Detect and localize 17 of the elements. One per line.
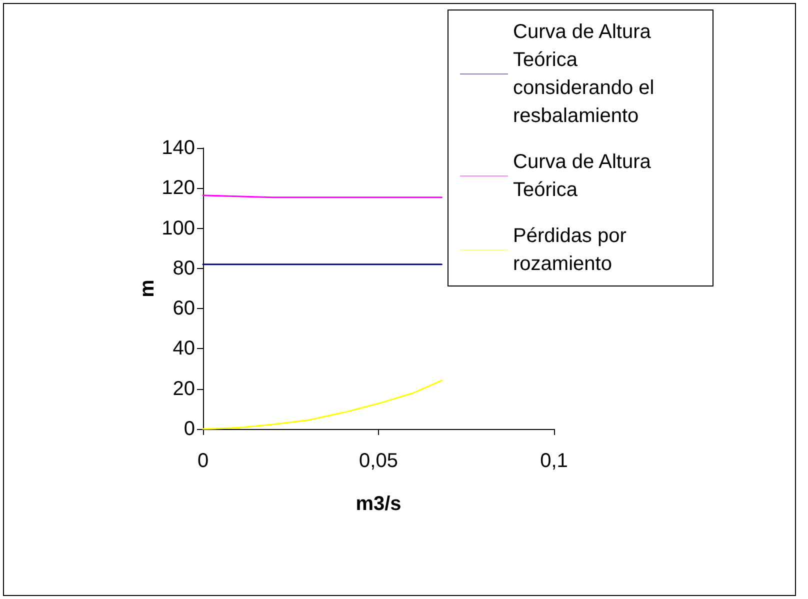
x-tick-label: 0,05 bbox=[359, 450, 398, 472]
y-tick-label: 120 bbox=[162, 177, 195, 200]
y-tick-label: 40 bbox=[172, 338, 195, 360]
y-tick-label: 0 bbox=[184, 418, 195, 440]
x-tick-label: 0 bbox=[197, 450, 209, 472]
x-tick-label: 0,1 bbox=[540, 450, 568, 472]
y-tick-label: 60 bbox=[172, 298, 195, 320]
legend-label: Pérdidas por rozamiento bbox=[513, 225, 632, 275]
y-tick-label: 20 bbox=[172, 378, 195, 400]
line-series bbox=[202, 380, 442, 430]
y-tick-label: 100 bbox=[162, 217, 195, 240]
legend-label: Curva de Altura Teórica considerando el resbalamiento bbox=[513, 21, 660, 127]
y-tick-label: 140 bbox=[162, 137, 195, 159]
y-axis-title: m bbox=[136, 280, 159, 298]
y-tick-label: 80 bbox=[172, 257, 195, 280]
legend-label: Curva de Altura Teórica bbox=[513, 151, 656, 201]
x-axis-title: m3/s bbox=[356, 493, 402, 515]
